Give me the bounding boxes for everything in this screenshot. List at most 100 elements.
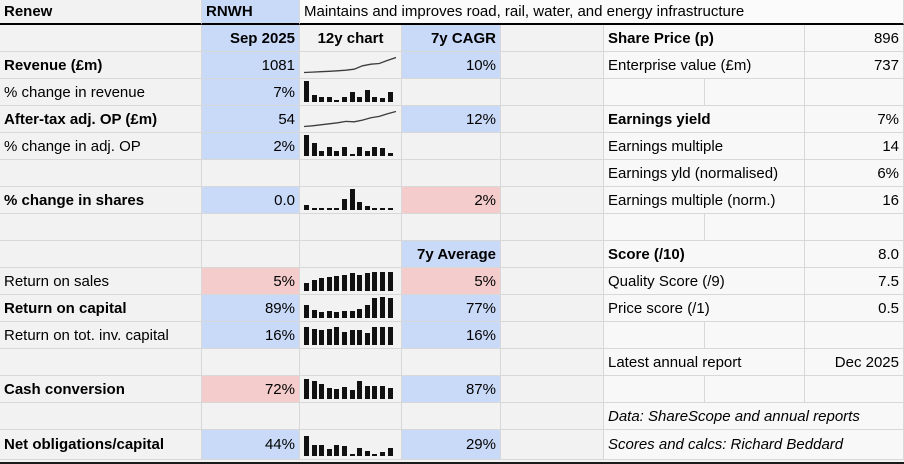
empty-cell[interactable] bbox=[501, 241, 604, 268]
revenue-change-sparkline[interactable] bbox=[300, 79, 402, 106]
empty-cell[interactable] bbox=[501, 295, 604, 322]
cash-conversion-avg-cell[interactable]: 87% bbox=[402, 376, 501, 403]
earnings-yld-norm-value-cell[interactable]: 6% bbox=[805, 160, 904, 187]
adj-op-change-label-cell[interactable]: % change in adj. OP bbox=[0, 133, 202, 160]
return-on-capital-label-cell[interactable]: Return on capital bbox=[0, 295, 202, 322]
empty-cell[interactable] bbox=[402, 403, 501, 430]
return-on-tic-sparkline[interactable] bbox=[300, 322, 402, 349]
adj-op-change-value-cell[interactable]: 2% bbox=[202, 133, 300, 160]
net-obligations-avg-cell[interactable]: 29% bbox=[402, 430, 501, 460]
empty-cell[interactable] bbox=[501, 187, 604, 214]
return-on-sales-avg-cell[interactable]: 5% bbox=[402, 268, 501, 295]
return-on-sales-label-cell[interactable]: Return on sales bbox=[0, 268, 202, 295]
empty-cell[interactable] bbox=[501, 25, 604, 52]
empty-cell[interactable] bbox=[501, 79, 604, 106]
empty-cell[interactable] bbox=[604, 79, 705, 106]
share-price-label-cell[interactable]: Share Price (p) bbox=[604, 25, 805, 52]
empty-cell[interactable] bbox=[805, 214, 904, 241]
enterprise-value-value-cell[interactable]: 737 bbox=[805, 52, 904, 79]
adj-op-change-sparkline[interactable] bbox=[300, 133, 402, 160]
empty-cell[interactable] bbox=[402, 79, 501, 106]
share-price-value-cell[interactable]: 896 bbox=[805, 25, 904, 52]
ticker-cell[interactable]: RNWH bbox=[202, 0, 300, 25]
revenue-value-cell[interactable]: 1081 bbox=[202, 52, 300, 79]
empty-cell[interactable] bbox=[501, 430, 604, 460]
empty-cell[interactable] bbox=[805, 322, 904, 349]
empty-cell[interactable] bbox=[300, 160, 402, 187]
earnings-yield-value-cell[interactable]: 7% bbox=[805, 106, 904, 133]
empty-cell[interactable] bbox=[0, 349, 202, 376]
empty-cell[interactable] bbox=[300, 349, 402, 376]
empty-cell[interactable] bbox=[501, 376, 604, 403]
earnings-multiple-norm-value-cell[interactable]: 16 bbox=[805, 187, 904, 214]
revenue-change-label-cell[interactable]: % change in revenue bbox=[0, 79, 202, 106]
empty-cell[interactable] bbox=[0, 241, 202, 268]
return-on-sales-sparkline[interactable] bbox=[300, 268, 402, 295]
shares-change-value-cell[interactable]: 0.0 bbox=[202, 187, 300, 214]
score-value-cell[interactable]: 8.0 bbox=[805, 241, 904, 268]
empty-cell[interactable] bbox=[202, 160, 300, 187]
empty-cell[interactable] bbox=[604, 376, 705, 403]
empty-cell[interactable] bbox=[705, 376, 805, 403]
empty-cell[interactable] bbox=[501, 160, 604, 187]
empty-cell[interactable] bbox=[705, 214, 805, 241]
empty-cell[interactable] bbox=[402, 160, 501, 187]
return-on-tic-avg-cell[interactable]: 16% bbox=[402, 322, 501, 349]
quality-score-label-cell[interactable]: Quality Score (/9) bbox=[604, 268, 805, 295]
empty-cell[interactable] bbox=[202, 403, 300, 430]
earnings-yield-label-cell[interactable]: Earnings yield bbox=[604, 106, 805, 133]
empty-cell[interactable] bbox=[0, 403, 202, 430]
revenue-change-value-cell[interactable]: 7% bbox=[202, 79, 300, 106]
empty-cell[interactable] bbox=[300, 214, 402, 241]
price-score-label-cell[interactable]: Price score (/1) bbox=[604, 295, 805, 322]
company-name-cell[interactable]: Renew bbox=[0, 0, 202, 25]
period-header-cell[interactable]: Sep 2025 bbox=[202, 25, 300, 52]
empty-cell[interactable] bbox=[0, 160, 202, 187]
adj-op-label-cell[interactable]: After-tax adj. OP (£m) bbox=[0, 106, 202, 133]
cagr-column-header-cell[interactable]: 7y CAGR bbox=[402, 25, 501, 52]
empty-cell[interactable] bbox=[0, 214, 202, 241]
revenue-sparkline[interactable] bbox=[300, 52, 402, 79]
adj-op-sparkline[interactable] bbox=[300, 106, 402, 133]
chart-column-header-cell[interactable]: 12y chart bbox=[300, 25, 402, 52]
empty-cell[interactable] bbox=[202, 214, 300, 241]
return-on-sales-value-cell[interactable]: 5% bbox=[202, 268, 300, 295]
return-on-capital-sparkline[interactable] bbox=[300, 295, 402, 322]
shares-change-cagr-cell[interactable]: 2% bbox=[402, 187, 501, 214]
empty-cell[interactable] bbox=[501, 403, 604, 430]
average-column-header-cell[interactable]: 7y Average bbox=[402, 241, 501, 268]
shares-change-label-cell[interactable]: % change in shares bbox=[0, 187, 202, 214]
adj-op-value-cell[interactable]: 54 bbox=[202, 106, 300, 133]
empty-cell[interactable] bbox=[501, 214, 604, 241]
price-score-value-cell[interactable]: 0.5 bbox=[805, 295, 904, 322]
empty-cell[interactable] bbox=[805, 376, 904, 403]
adj-op-cagr-cell[interactable]: 12% bbox=[402, 106, 501, 133]
empty-cell[interactable] bbox=[805, 79, 904, 106]
score-label-cell[interactable]: Score (/10) bbox=[604, 241, 805, 268]
empty-cell[interactable] bbox=[300, 241, 402, 268]
empty-cell[interactable] bbox=[0, 25, 202, 52]
empty-cell[interactable] bbox=[202, 349, 300, 376]
empty-cell[interactable] bbox=[501, 322, 604, 349]
company-description-cell[interactable]: Maintains and improves road, rail, water… bbox=[300, 0, 904, 25]
empty-cell[interactable] bbox=[705, 322, 805, 349]
earnings-multiple-norm-label-cell[interactable]: Earnings multiple (norm.) bbox=[604, 187, 805, 214]
return-on-capital-avg-cell[interactable]: 77% bbox=[402, 295, 501, 322]
empty-cell[interactable] bbox=[501, 133, 604, 160]
latest-annual-report-value-cell[interactable]: Dec 2025 bbox=[805, 349, 904, 376]
empty-cell[interactable] bbox=[402, 133, 501, 160]
empty-cell[interactable] bbox=[705, 79, 805, 106]
empty-cell[interactable] bbox=[202, 241, 300, 268]
latest-annual-report-label-cell[interactable]: Latest annual report bbox=[604, 349, 805, 376]
empty-cell[interactable] bbox=[501, 349, 604, 376]
earnings-multiple-label-cell[interactable]: Earnings multiple bbox=[604, 133, 805, 160]
empty-cell[interactable] bbox=[501, 106, 604, 133]
earnings-multiple-value-cell[interactable]: 14 bbox=[805, 133, 904, 160]
revenue-label-cell[interactable]: Revenue (£m) bbox=[0, 52, 202, 79]
net-obligations-value-cell[interactable]: 44% bbox=[202, 430, 300, 460]
empty-cell[interactable] bbox=[604, 322, 705, 349]
empty-cell[interactable] bbox=[402, 214, 501, 241]
empty-cell[interactable] bbox=[300, 403, 402, 430]
return-on-tic-label-cell[interactable]: Return on tot. inv. capital bbox=[0, 322, 202, 349]
net-obligations-sparkline[interactable] bbox=[300, 430, 402, 460]
